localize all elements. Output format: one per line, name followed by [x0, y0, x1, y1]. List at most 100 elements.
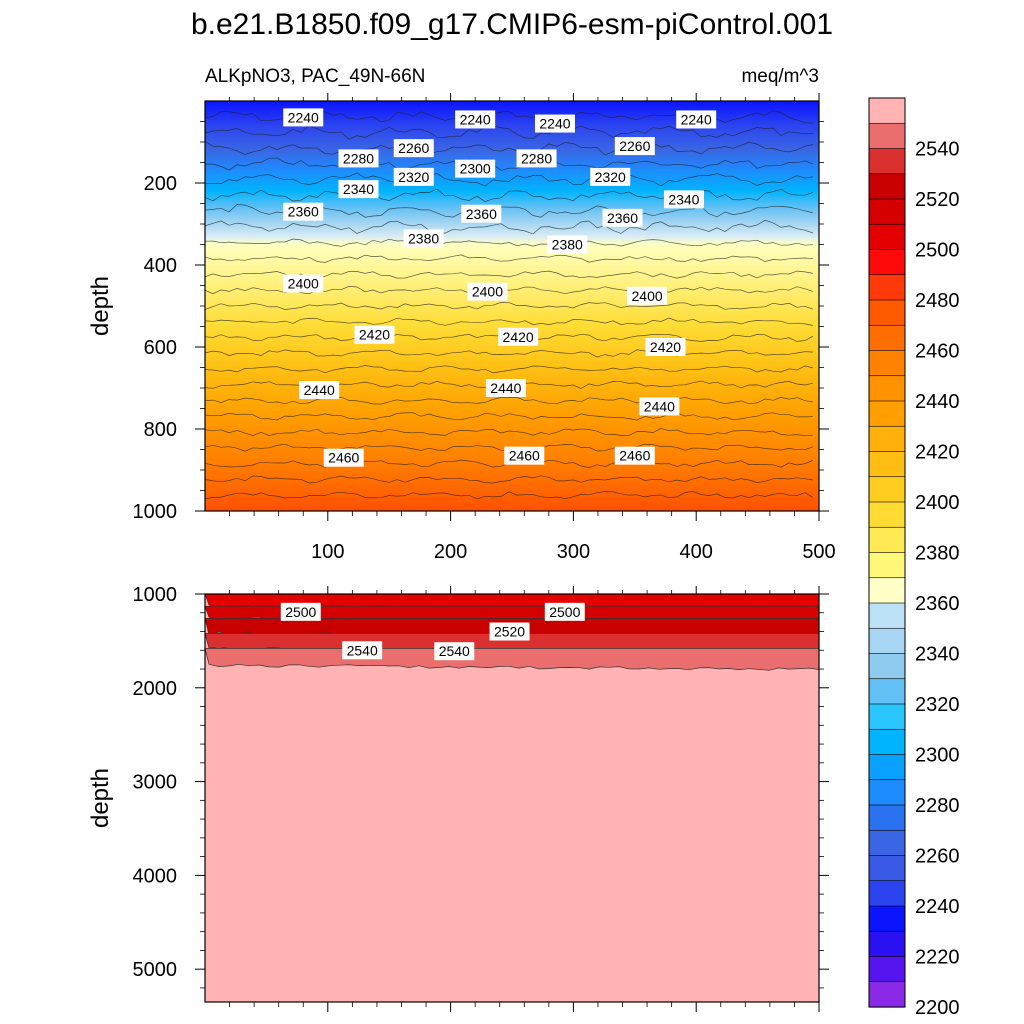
- upper-contour-line: [205, 286, 814, 295]
- svg-text:2460: 2460: [619, 448, 650, 464]
- contour-label: 2260: [393, 139, 434, 158]
- colorbar-swatch: [868, 956, 906, 983]
- colorbar: 2540 2520 2500 2480 2460 2440 2420 2400 2380 2360…: [868, 97, 960, 1019]
- colorbar-swatch: [868, 425, 906, 453]
- contour-label: 2400: [627, 286, 668, 305]
- contour-label: 2420: [354, 325, 395, 344]
- colorbar-swatch: [868, 476, 906, 503]
- colorbar-label: 2280: [915, 795, 960, 817]
- contour-label: 2540: [342, 641, 383, 660]
- y-tick-label: 4000: [133, 865, 178, 887]
- colorbar-label: 2240: [915, 896, 960, 918]
- contour-label: 2380: [547, 235, 588, 254]
- colorbar-swatch: [868, 754, 906, 781]
- upper-contour-line: [205, 365, 814, 374]
- lower-axis-ticks: 1000 2000 3000 4000 5000: [133, 584, 829, 1012]
- svg-text:2460: 2460: [328, 450, 359, 466]
- svg-text:2360: 2360: [288, 204, 319, 220]
- x-tick-label: 400: [680, 541, 713, 563]
- svg-text:2240: 2240: [288, 109, 319, 125]
- colorbar-swatch: [868, 122, 906, 150]
- colorbar-swatch: [868, 905, 906, 932]
- upper-contour-line: [205, 428, 814, 437]
- upper-contour-line: [205, 254, 814, 263]
- upper-contour-line: [205, 188, 814, 202]
- contour-label: 2400: [283, 274, 324, 293]
- svg-text:2440: 2440: [304, 382, 335, 398]
- upper-contour-line: [205, 475, 814, 484]
- contour-label: 2400: [467, 282, 508, 301]
- upper-contour-line: [205, 412, 814, 421]
- colorbar-swatch: [868, 249, 906, 276]
- svg-text:2240: 2240: [539, 116, 570, 132]
- contour-label: 2380: [403, 229, 444, 248]
- colorbar-swatch: [868, 577, 906, 604]
- colorbar-label: 2300: [915, 745, 960, 767]
- colorbar-swatch: [868, 501, 906, 528]
- colorbar-swatch: [868, 829, 906, 857]
- colorbar-label: 2360: [915, 593, 960, 615]
- contour-label: 2360: [602, 208, 643, 227]
- svg-text:2500: 2500: [285, 604, 316, 620]
- colorbar-swatch: [868, 653, 906, 680]
- lower-panel-frame: [204, 593, 820, 1003]
- colorbar-label: 2460: [915, 341, 960, 363]
- svg-text:2420: 2420: [503, 329, 534, 345]
- colorbar-swatch: [868, 274, 906, 301]
- contour-label: 2440: [639, 397, 680, 416]
- svg-text:2320: 2320: [398, 169, 429, 185]
- colorbar-label: 2480: [915, 290, 960, 312]
- colorbar-swatch: [868, 981, 906, 1008]
- svg-text:2340: 2340: [668, 191, 699, 207]
- svg-text:2240: 2240: [681, 111, 712, 127]
- colorbar-label: 2260: [915, 846, 960, 868]
- y-tick-label: 800: [144, 419, 177, 441]
- contour-label: 2360: [461, 204, 502, 223]
- contour-label: 2280: [338, 149, 379, 168]
- colorbar-swatch: [868, 400, 906, 427]
- contour-label: 2360: [283, 202, 324, 221]
- svg-text:2380: 2380: [552, 237, 583, 253]
- svg-text:2360: 2360: [607, 210, 638, 226]
- y-tick-label: 2000: [133, 678, 178, 700]
- x-tick-label: 300: [557, 541, 590, 563]
- svg-text:2340: 2340: [343, 181, 374, 197]
- contour-label: 2240: [455, 110, 496, 129]
- contour-label: 2500: [280, 602, 321, 621]
- colorbar-swatch: [868, 223, 906, 251]
- svg-text:2400: 2400: [632, 288, 663, 304]
- svg-text:2460: 2460: [509, 448, 540, 464]
- colorbar-swatch: [868, 930, 906, 958]
- colorbar-swatch: [868, 324, 906, 352]
- upper-contour-line: [205, 302, 814, 310]
- svg-text:2260: 2260: [619, 138, 650, 154]
- contour-label: 2460: [504, 446, 545, 465]
- colorbar-swatch: [868, 779, 906, 806]
- svg-text:2320: 2320: [595, 169, 626, 185]
- x-tick-label: 200: [434, 541, 467, 563]
- contour-label: 2520: [489, 622, 530, 641]
- colorbar-label: 2400: [915, 492, 960, 514]
- colorbar-label: 2520: [915, 189, 960, 211]
- svg-text:2360: 2360: [466, 206, 497, 222]
- svg-text:2240: 2240: [460, 111, 491, 127]
- svg-text:2260: 2260: [398, 140, 429, 156]
- svg-text:2520: 2520: [494, 624, 525, 640]
- contour-label: 2460: [323, 448, 364, 467]
- svg-text:2420: 2420: [359, 327, 390, 343]
- variable-region-label: ALKpNO3, PAC_49N-66N: [205, 66, 425, 87]
- svg-text:2540: 2540: [439, 643, 470, 659]
- colorbar-swatch: [868, 173, 906, 200]
- units-label: meq/m^3: [741, 66, 819, 87]
- colorbar-label: 2440: [915, 391, 960, 413]
- x-tick-label: 500: [802, 541, 835, 563]
- contour-label: 2440: [299, 381, 340, 400]
- colorbar-swatch: [868, 299, 906, 326]
- upper-y-axis-title: depth: [87, 276, 114, 336]
- y-tick-label: 200: [144, 173, 177, 195]
- colorbar-swatch: [868, 728, 906, 756]
- colorbar-swatch: [868, 375, 906, 402]
- colorbar-swatch: [868, 880, 906, 907]
